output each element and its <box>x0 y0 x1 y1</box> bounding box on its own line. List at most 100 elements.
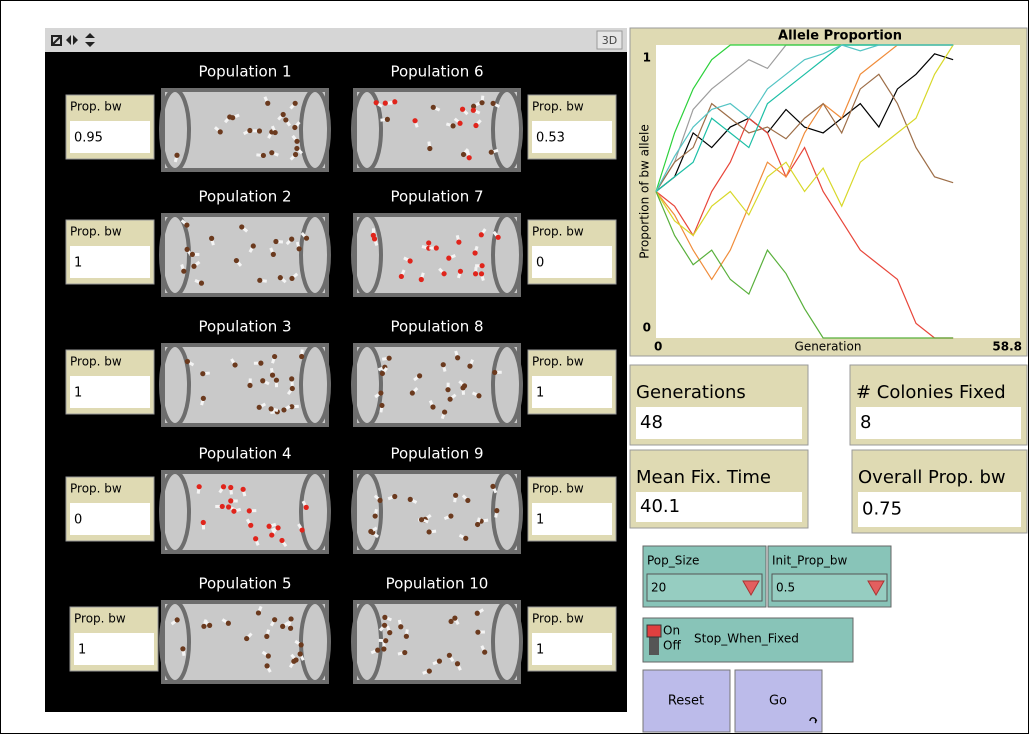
fly-head <box>266 524 271 529</box>
button-label: Reset <box>668 694 704 709</box>
fly-head <box>231 509 236 514</box>
fly-head <box>434 245 439 250</box>
fly-head <box>288 616 293 621</box>
monitor-label: Prop. bw <box>70 482 122 496</box>
fly-head <box>270 373 275 378</box>
fly-head <box>412 118 417 123</box>
switch-knob <box>647 625 661 637</box>
fly-head <box>269 532 274 537</box>
fly-head <box>408 258 413 263</box>
fly-head <box>289 276 294 281</box>
fly-head <box>200 371 205 376</box>
fly-head <box>291 659 296 664</box>
monitor-value: 1 <box>536 386 544 401</box>
fly-head <box>201 624 206 629</box>
monitor-label: Prop. bw <box>532 225 584 239</box>
fly-head <box>257 128 262 133</box>
fly-head <box>492 370 497 375</box>
fly-head <box>226 504 231 509</box>
fly-head <box>269 150 274 155</box>
y-axis-label: Proportion of bw allele <box>638 124 652 258</box>
fly-head <box>280 624 285 629</box>
fly-head <box>380 371 385 376</box>
fly-head <box>197 484 202 489</box>
population-label: Population 5 <box>198 575 291 593</box>
fly-head <box>453 493 458 498</box>
fly-head <box>299 642 304 647</box>
y-tick-label: 0 <box>643 321 651 335</box>
monitor-value: 1 <box>74 256 82 271</box>
fly-head <box>373 513 378 518</box>
fly-head <box>419 277 424 282</box>
monitor-value: 0.75 <box>862 499 902 520</box>
fly-head <box>180 646 185 651</box>
fly-head <box>184 222 189 227</box>
monitor-label: Prop. bw <box>70 225 122 239</box>
monitor-value: 1 <box>536 513 544 528</box>
fly-head <box>289 237 294 242</box>
fly-head <box>272 617 277 622</box>
fly-head <box>247 128 252 133</box>
fly-head <box>232 362 237 367</box>
switch-label: Stop_When_Fixed <box>694 632 799 646</box>
fly-head <box>455 661 460 666</box>
fly-head <box>448 397 453 402</box>
chooser-label: Init_Prop_bw <box>772 554 847 568</box>
chooser-value: 0.5 <box>776 581 795 595</box>
fly-head <box>408 497 413 502</box>
fly-head <box>392 494 397 499</box>
fly-head <box>185 247 190 252</box>
tube-end <box>301 345 329 425</box>
fly-head <box>399 274 404 279</box>
population-label: Population 9 <box>390 445 483 463</box>
fly-head <box>299 354 304 359</box>
fly-head <box>387 630 392 635</box>
fly-head <box>201 396 206 401</box>
chooser-label: Pop_Size <box>647 554 699 568</box>
fly-head <box>266 653 271 658</box>
fly-head <box>431 105 436 110</box>
monitor-label: # Colonies Fixed <box>856 382 1006 403</box>
fly-head <box>281 112 286 117</box>
fly-head <box>375 648 380 653</box>
fly-head <box>378 390 383 395</box>
fly-head <box>190 252 195 257</box>
monitor-value: 0 <box>74 513 82 528</box>
tube-end <box>493 215 521 295</box>
fly-head <box>494 508 499 513</box>
fly-head <box>261 153 266 158</box>
fly-head <box>479 232 484 237</box>
fly-head <box>490 484 495 489</box>
fly-head <box>273 130 278 135</box>
plot-area <box>656 45 1020 338</box>
fly-head <box>244 636 249 641</box>
fly-head <box>264 634 269 639</box>
netlogo-interface: 3D Population 1Prop. bw0.95Population 2P… <box>0 0 1029 734</box>
fly-head <box>274 378 279 383</box>
fly-head <box>218 129 223 134</box>
fly-head <box>382 615 387 620</box>
fly-head <box>292 125 297 130</box>
fly-head <box>476 393 481 398</box>
3d-label: 3D <box>602 34 617 47</box>
fly-head <box>383 101 388 106</box>
fly-head <box>467 364 472 369</box>
monitor-value: 1 <box>74 386 82 401</box>
fly-head <box>441 271 446 276</box>
tube-end <box>301 602 329 682</box>
monitor-label: Prop. bw <box>532 355 584 369</box>
fly-head <box>269 406 274 411</box>
x-tick-label: 58.8 <box>992 340 1022 354</box>
fly-head <box>410 390 415 395</box>
fly-head <box>475 630 480 635</box>
monitor-value: 1 <box>536 643 544 658</box>
population-label: Population 7 <box>390 188 483 206</box>
monitor-label: Prop. bw <box>532 482 584 496</box>
fly-head <box>473 123 478 128</box>
fly-head <box>427 146 432 151</box>
fly-head <box>297 246 302 251</box>
fly-head <box>402 650 407 655</box>
fly-head <box>293 152 298 157</box>
fly-head <box>441 362 446 367</box>
fly-head <box>257 278 262 283</box>
